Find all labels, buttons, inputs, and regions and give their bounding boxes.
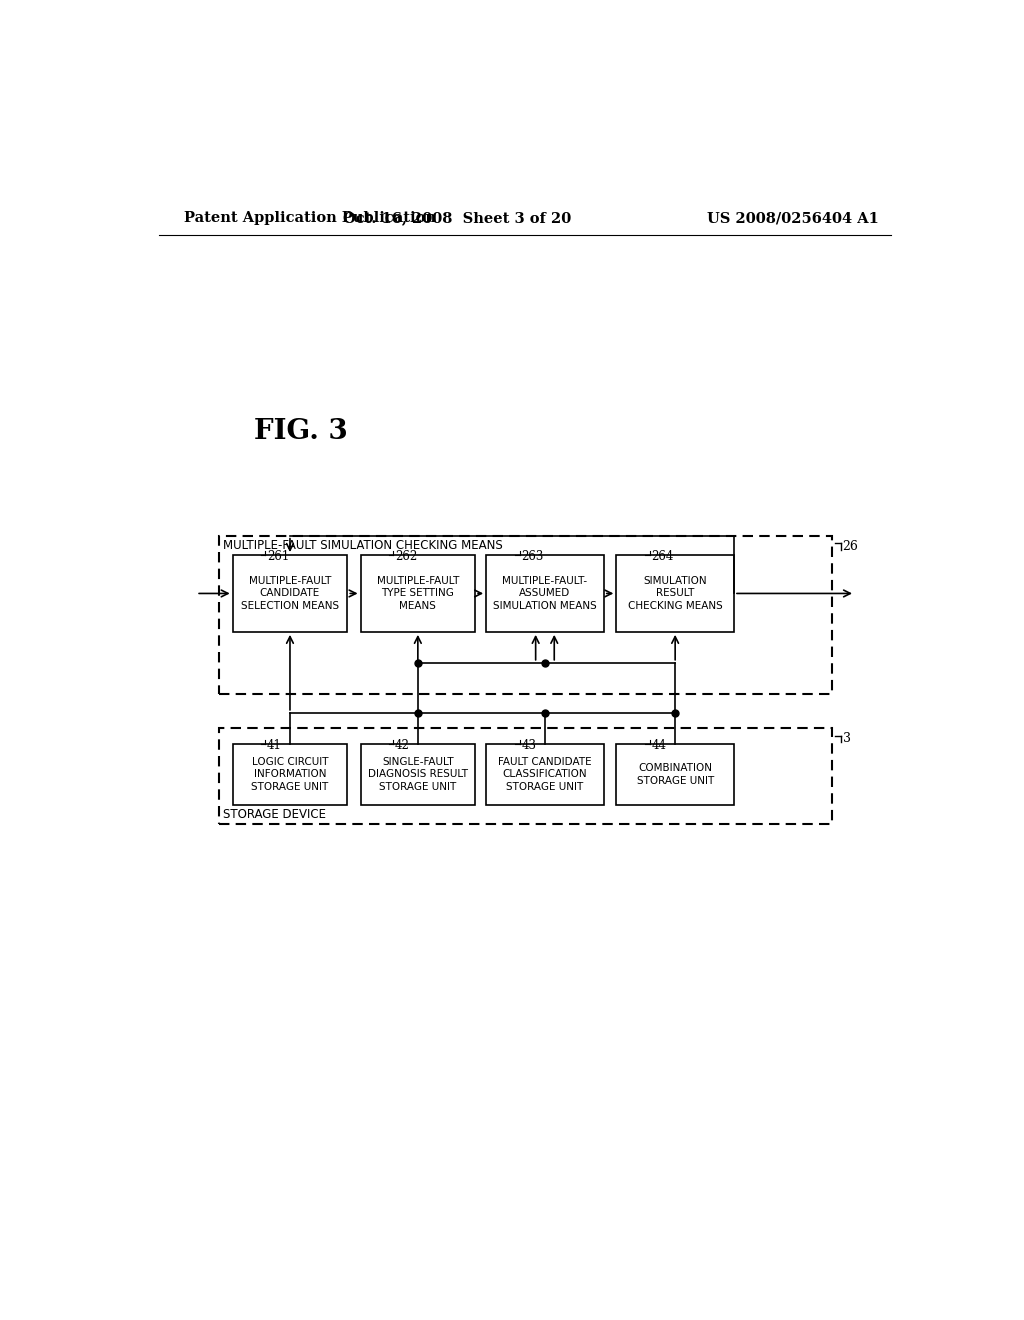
Text: SINGLE-FAULT
DIAGNOSIS RESULT
STORAGE UNIT: SINGLE-FAULT DIAGNOSIS RESULT STORAGE UN… [368,756,468,792]
Text: US 2008/0256404 A1: US 2008/0256404 A1 [707,211,879,226]
Text: MULTIPLE-FAULT
TYPE SETTING
MEANS: MULTIPLE-FAULT TYPE SETTING MEANS [377,576,459,611]
Bar [616,743,734,805]
Text: 261: 261 [267,550,290,564]
Bar [486,554,604,632]
Text: MULTIPLE-FAULT SIMULATION CHECKING MEANS: MULTIPLE-FAULT SIMULATION CHECKING MEANS [222,539,503,552]
Text: 43: 43 [521,739,537,752]
Text: 264: 264 [651,550,674,564]
Text: Oct. 16, 2008  Sheet 3 of 20: Oct. 16, 2008 Sheet 3 of 20 [343,211,571,226]
Text: 263: 263 [521,550,544,564]
Bar [232,743,347,805]
Text: LOGIC CIRCUIT
INFORMATION
STORAGE UNIT: LOGIC CIRCUIT INFORMATION STORAGE UNIT [251,756,329,792]
Bar [360,743,475,805]
Bar [616,554,734,632]
Text: Patent Application Publication: Patent Application Publication [183,211,436,226]
Text: 262: 262 [395,550,417,564]
Text: 44: 44 [651,739,667,752]
Text: 41: 41 [267,739,282,752]
Bar [219,536,831,693]
Text: COMBINATION
STORAGE UNIT: COMBINATION STORAGE UNIT [637,763,714,785]
Bar [486,743,604,805]
Bar [219,729,831,825]
Text: STORAGE DEVICE: STORAGE DEVICE [222,808,326,821]
Text: MULTIPLE-FAULT
CANDIDATE
SELECTION MEANS: MULTIPLE-FAULT CANDIDATE SELECTION MEANS [241,576,339,611]
Text: FAULT CANDIDATE
CLASSIFICATION
STORAGE UNIT: FAULT CANDIDATE CLASSIFICATION STORAGE U… [498,756,592,792]
Text: SIMULATION
RESULT
CHECKING MEANS: SIMULATION RESULT CHECKING MEANS [628,576,723,611]
Text: MULTIPLE-FAULT-
ASSUMED
SIMULATION MEANS: MULTIPLE-FAULT- ASSUMED SIMULATION MEANS [494,576,597,611]
Text: 26: 26 [843,540,858,553]
Text: 42: 42 [395,739,410,752]
Text: 3: 3 [843,733,851,746]
Text: FIG. 3: FIG. 3 [254,418,347,445]
Bar [232,554,347,632]
Bar [360,554,475,632]
